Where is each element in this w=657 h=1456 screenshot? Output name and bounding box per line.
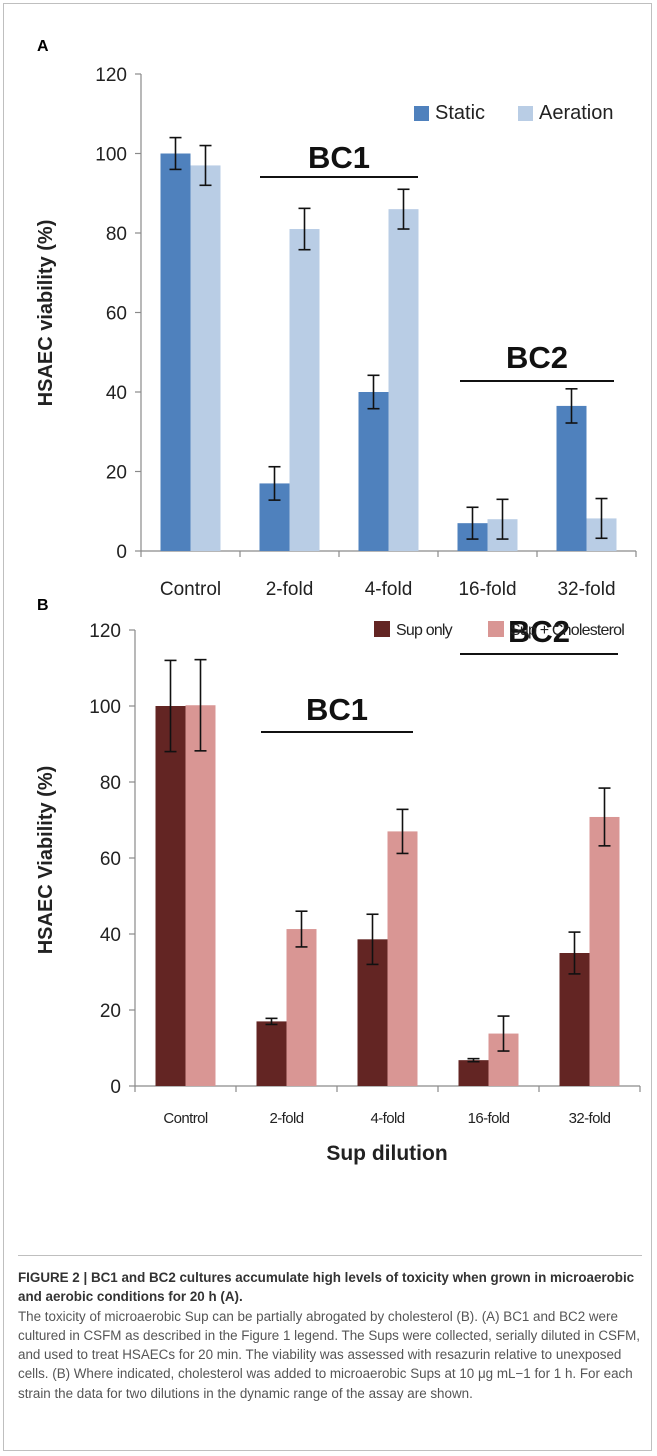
chart-panel-a: A HSAEC viability (%) 0 20 40 60 80 100 120 Co… [35,38,637,600]
y-tick-label: 40 [100,925,121,946]
bar [155,706,186,1086]
bar [160,153,191,551]
panel-letter-a: A [37,38,49,55]
x-tick-label: Control [163,1110,207,1127]
bar [559,953,590,1086]
bar [388,209,419,551]
y-tick-label: 20 [106,463,127,484]
bar [458,1060,489,1086]
figure-frame [3,3,652,1451]
bar [387,831,418,1086]
chart-panel-b: B HSAEC Viability (%) Sup dilution 0 20 40… [35,597,641,1165]
y-tick-label: 100 [89,697,121,718]
bars-b [155,658,620,1086]
bar [256,1021,287,1086]
caption-divider [18,1255,642,1256]
x-tick-label: 4-fold [371,1110,405,1127]
legend-label: Sup only [396,622,453,639]
y-tick-label: 120 [95,65,127,86]
y-tick-label: 100 [95,145,127,166]
groups-a: BC1 BC2 [260,140,614,382]
x-tick-label: 2-fold [266,579,314,600]
legend-label: Aeration [539,102,614,124]
x-tick-label: 32-fold [557,579,615,600]
group-label: BC1 [308,140,370,175]
groups-b: BC1 BC2 [261,614,618,733]
bar [589,816,620,1086]
legend-swatch [518,106,533,121]
y-tick-label: 80 [100,773,121,794]
x-tick-label: Control [160,579,221,600]
y-tick-label: 0 [116,542,127,563]
y-axis-b: 0 20 40 60 80 100 120 [89,621,136,1098]
legend-swatch [374,621,390,637]
legend-label: Static [435,102,485,124]
bar [289,229,320,551]
bar [556,405,587,551]
bars-a [160,136,617,552]
x-tick-label: 2-fold [270,1110,304,1127]
y-tick-label: 120 [89,621,121,642]
caption-body: The toxicity of microaerobic Sup can be … [18,1308,640,1401]
legend-a: Static Aeration [414,102,614,124]
group-label: BC2 [508,614,570,649]
caption-heading: FIGURE 2 | BC1 and BC2 cultures accumula… [18,1270,635,1305]
y-tick-label: 20 [100,1001,121,1022]
x-axis-b: Control 2-fold 4-fold 16-fold 32-fold [134,1085,641,1127]
group-label: BC2 [506,340,568,375]
x-tick-label: 4-fold [365,579,413,600]
figure-caption: FIGURE 2 | BC1 and BC2 cultures accumula… [18,1268,642,1403]
bar [358,392,389,551]
panel-letter-b: B [37,597,49,614]
legend-swatch [414,106,429,121]
x-axis-title-b: Sup dilution [326,1142,447,1165]
y-tick-label: 60 [100,849,121,870]
x-tick-label: 16-fold [468,1110,510,1127]
legend-swatch [488,621,504,637]
bar [185,705,216,1086]
y-axis-label-a: HSAEC viability (%) [35,220,57,407]
bar [286,929,317,1086]
y-tick-label: 0 [110,1077,121,1098]
legend-b: Sup only Sup + Cholesterol [374,621,625,639]
x-tick-label: 32-fold [569,1110,611,1127]
y-axis-label-b: HSAEC Viability (%) [35,766,57,955]
group-label: BC1 [306,692,368,727]
y-tick-label: 80 [106,224,127,245]
y-axis-a: 0 20 40 60 80 100 120 [95,65,142,563]
y-tick-label: 40 [106,383,127,404]
bar [190,165,221,552]
x-tick-label: 16-fold [458,579,516,600]
y-tick-label: 60 [106,304,127,325]
legend-label: Sup + Cholesterol [510,622,624,639]
